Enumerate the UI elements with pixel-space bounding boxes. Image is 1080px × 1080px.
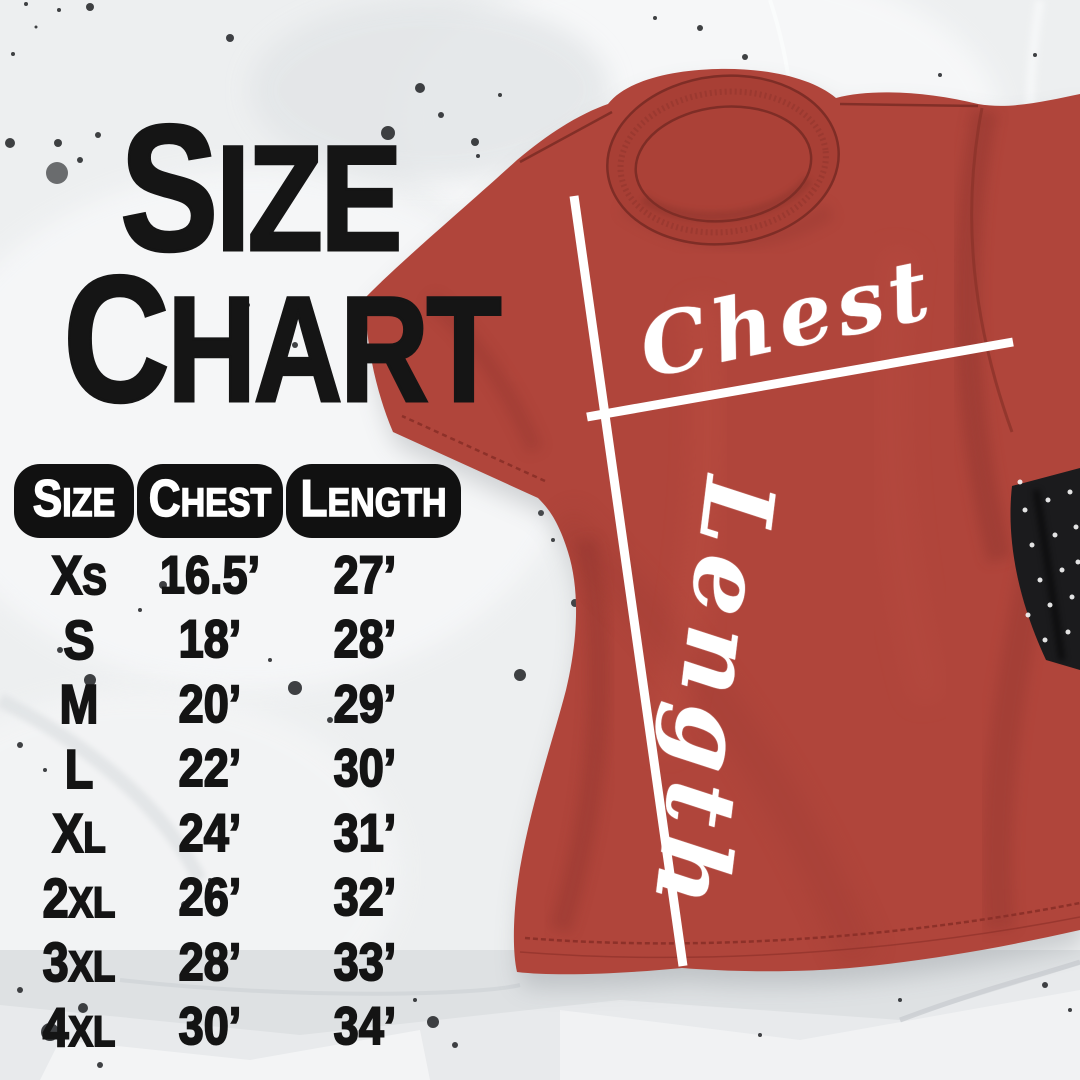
size-value: 2XL [42, 866, 116, 930]
chest-value: 16.5’ [159, 545, 261, 606]
header-label-size: Size [32, 469, 116, 529]
header-pill-chest: Chest [137, 464, 283, 538]
chest-value: 20’ [178, 674, 242, 735]
table-row: XS 16.5’ 27’ [14, 543, 464, 608]
length-value: 31’ [333, 803, 397, 864]
size-table: Size Chest Length XS 16.5’ 27’ S 18’ 28’… [14, 464, 464, 1059]
table-row: M 20’ 29’ [14, 672, 464, 737]
red-tshirt-photo [365, 68, 1080, 975]
header-label-chest: Chest [148, 469, 272, 529]
chest-value: 24’ [178, 803, 242, 864]
length-value: 27’ [333, 545, 397, 606]
chest-value: 28’ [178, 932, 242, 993]
chest-measure-line [586, 337, 1014, 422]
length-value: 34’ [333, 996, 397, 1057]
size-value: XL [51, 801, 106, 865]
polka-dot-fabric [1010, 468, 1080, 670]
length-value: 30’ [333, 738, 397, 799]
chest-value: 22’ [178, 738, 242, 799]
title-line-2: Chart [62, 239, 503, 440]
header-pill-size: Size [14, 464, 134, 538]
table-row: XL 24’ 31’ [14, 801, 464, 866]
table-header-row: Size Chest Length [14, 464, 464, 538]
header-pill-length: Length [286, 464, 461, 538]
size-value: L [64, 737, 94, 801]
size-value: XS [50, 543, 107, 607]
size-value: 3XL [42, 930, 116, 994]
length-value: 32’ [333, 867, 397, 928]
table-row: S 18’ 28’ [14, 608, 464, 673]
tshirt-collar [606, 74, 840, 246]
length-value: 29’ [333, 674, 397, 735]
size-value: M [59, 672, 100, 736]
chest-value: 18’ [178, 609, 242, 670]
chest-value: 26’ [178, 867, 242, 928]
ink-splatter-dots [5, 2, 1072, 1068]
table-row: 3XL 28’ 33’ [14, 930, 464, 995]
table-row: L 22’ 30’ [14, 737, 464, 802]
size-value: S [63, 608, 96, 672]
table-row: 4XL 30’ 34’ [14, 995, 464, 1060]
length-value: 33’ [333, 932, 397, 993]
table-body: XS 16.5’ 27’ S 18’ 28’ M 20’ 29’ L 22’ 3… [14, 543, 464, 1059]
length-measure-line [569, 195, 688, 967]
chest-value: 30’ [178, 996, 242, 1057]
page-title: Size Chart [20, 88, 503, 440]
table-row: 2XL 26’ 32’ [14, 866, 464, 931]
title-line-1: Size [119, 88, 404, 289]
length-value: 28’ [333, 609, 397, 670]
size-value: 4XL [42, 995, 116, 1059]
header-label-length: Length [300, 469, 447, 529]
measurement-lines [569, 195, 1014, 967]
